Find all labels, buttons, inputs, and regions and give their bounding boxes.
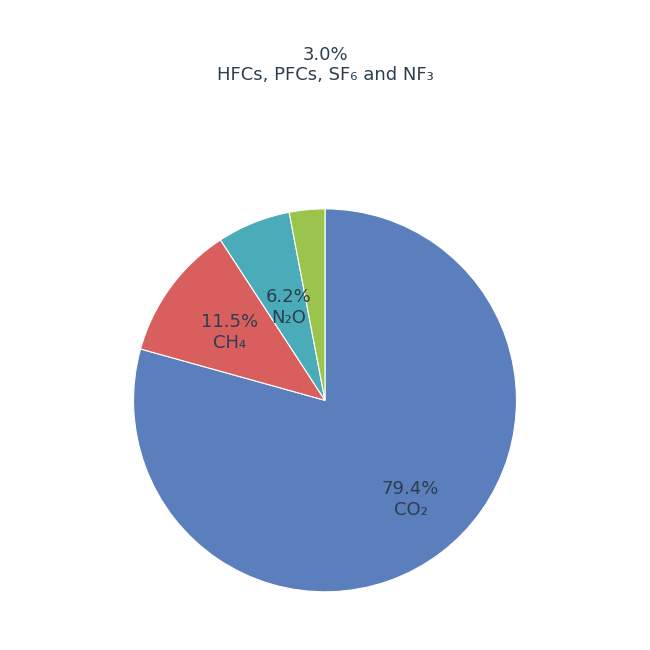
Wedge shape xyxy=(133,209,517,592)
Text: 11.5%
CH₄: 11.5% CH₄ xyxy=(202,313,258,352)
Wedge shape xyxy=(289,209,325,400)
Wedge shape xyxy=(140,240,325,400)
Text: 6.2%
N₂O: 6.2% N₂O xyxy=(265,289,311,327)
Wedge shape xyxy=(220,213,325,400)
Text: 79.4%
CO₂: 79.4% CO₂ xyxy=(382,480,439,519)
Text: 3.0%: 3.0% xyxy=(302,46,348,64)
Text: HFCs, PFCs, SF₆ and NF₃: HFCs, PFCs, SF₆ and NF₃ xyxy=(216,66,434,84)
